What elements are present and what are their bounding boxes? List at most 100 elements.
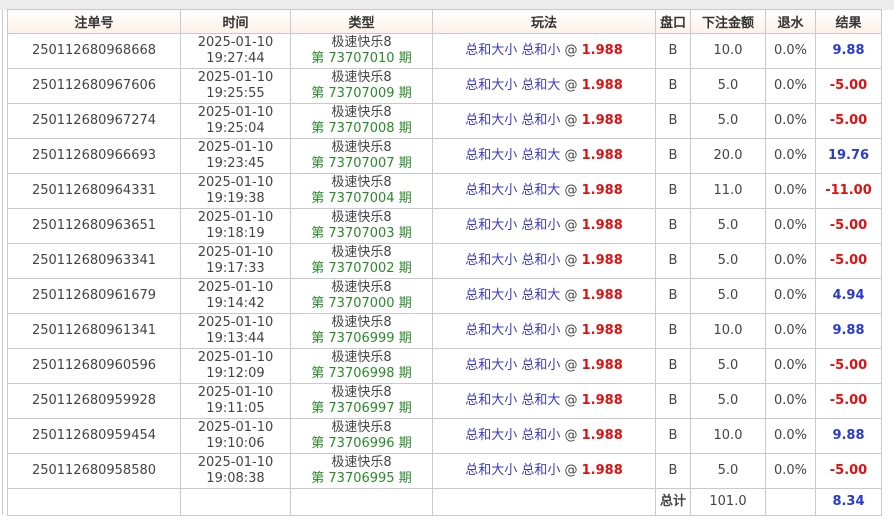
empty-cell	[290, 488, 433, 516]
period: 第 73706995 期	[311, 471, 412, 486]
play-cell: 总和大小 总和大 @ 1.988	[432, 68, 656, 104]
play-name: 总和大小 总和小	[465, 113, 561, 128]
amount: 5.0	[690, 453, 766, 489]
odds: 1.988	[581, 148, 623, 163]
play-cell: 总和大小 总和大 @ 1.988	[432, 278, 656, 314]
period: 第 73706999 期	[311, 331, 412, 346]
rebate: 0.0%	[765, 68, 816, 104]
bet-clock: 19:18:19	[206, 226, 265, 241]
bet-date: 2025-01-10	[197, 210, 274, 225]
bet-time: 2025-01-10 19:10:06	[180, 418, 291, 454]
period: 第 73707003 期	[311, 226, 412, 241]
odds: 1.988	[581, 113, 623, 128]
pan: B	[655, 173, 691, 209]
empty-cell	[765, 488, 816, 516]
order-id: 250112680961341	[7, 313, 181, 349]
header-col-order-id: 注单号	[7, 9, 181, 34]
game-name: 极速快乐8	[331, 455, 392, 470]
result: -11.00	[815, 173, 882, 209]
result: 4.94	[815, 278, 882, 314]
amount: 5.0	[690, 383, 766, 419]
pan: B	[655, 453, 691, 489]
game-type: 极速快乐8 第 73707000 期	[290, 278, 433, 314]
bet-time: 2025-01-10 19:19:38	[180, 173, 291, 209]
play-cell: 总和大小 总和小 @ 1.988	[432, 33, 656, 69]
period: 第 73707010 期	[311, 51, 412, 66]
bet-date: 2025-01-10	[197, 70, 274, 85]
bet-date: 2025-01-10	[197, 385, 274, 400]
game-name: 极速快乐8	[331, 105, 392, 120]
bet-clock: 19:19:38	[206, 191, 265, 206]
play-cell: 总和大小 总和大 @ 1.988	[432, 173, 656, 209]
result: 9.88	[815, 313, 882, 349]
game-name: 极速快乐8	[331, 315, 392, 330]
bet-clock: 19:08:38	[206, 471, 265, 486]
game-name: 极速快乐8	[331, 35, 392, 50]
header-col-rebate: 退水	[765, 9, 816, 34]
game-type: 极速快乐8 第 73707003 期	[290, 208, 433, 244]
result: -5.00	[815, 208, 882, 244]
header-col-result: 结果	[815, 9, 882, 34]
table-row: 250112680958580 2025-01-10 19:08:38 极速快乐8 第 …	[7, 453, 882, 489]
game-name: 极速快乐8	[331, 70, 392, 85]
rebate: 0.0%	[765, 173, 816, 209]
empty-cell	[7, 488, 181, 516]
period: 第 73706998 期	[311, 366, 412, 381]
amount: 10.0	[690, 418, 766, 454]
bet-date: 2025-01-10	[197, 315, 274, 330]
rebate: 0.0%	[765, 208, 816, 244]
pan: B	[655, 208, 691, 244]
game-type: 极速快乐8 第 73707004 期	[290, 173, 433, 209]
bet-date: 2025-01-10	[197, 420, 274, 435]
table-row: 250112680961341 2025-01-10 19:13:44 极速快乐8 第 …	[7, 313, 882, 349]
game-type: 极速快乐8 第 73706997 期	[290, 383, 433, 419]
game-name: 极速快乐8	[331, 420, 392, 435]
odds: 1.988	[581, 288, 623, 303]
odds: 1.988	[581, 183, 623, 198]
table-row: 250112680959928 2025-01-10 19:11:05 极速快乐8 第 …	[7, 383, 882, 419]
game-name: 极速快乐8	[331, 245, 392, 260]
odds: 1.988	[581, 323, 623, 338]
odds: 1.988	[581, 428, 623, 443]
table-row: 250112680964331 2025-01-10 19:19:38 极速快乐8 第 …	[7, 173, 882, 209]
table-row: 250112680963651 2025-01-10 19:18:19 极速快乐8 第 …	[7, 208, 882, 244]
game-type: 极速快乐8 第 73707010 期	[290, 33, 433, 69]
period: 第 73707000 期	[311, 296, 412, 311]
bet-clock: 19:25:04	[206, 121, 265, 136]
empty-cell	[180, 488, 291, 516]
pan: B	[655, 138, 691, 174]
game-type: 极速快乐8 第 73706996 期	[290, 418, 433, 454]
play-cell: 总和大小 总和小 @ 1.988	[432, 103, 656, 139]
play-cell: 总和大小 总和小 @ 1.988	[432, 348, 656, 384]
bet-clock: 19:13:44	[206, 331, 265, 346]
game-type: 极速快乐8 第 73706999 期	[290, 313, 433, 349]
game-name: 极速快乐8	[331, 210, 392, 225]
game-type: 极速快乐8 第 73707007 期	[290, 138, 433, 174]
result: 9.88	[815, 33, 882, 69]
bet-clock: 19:27:44	[206, 51, 265, 66]
rebate: 0.0%	[765, 313, 816, 349]
pan: B	[655, 68, 691, 104]
table-row: 250112680968668 2025-01-10 19:27:44 极速快乐8 第 …	[7, 33, 882, 69]
period: 第 73707002 期	[311, 261, 412, 276]
pan: B	[655, 418, 691, 454]
bet-records-table: 注单号 时间 类型 玩法 盘口 下注金额 退水 结果 250112680968668 2025-…	[7, 9, 882, 516]
order-id: 250112680961679	[7, 278, 181, 314]
result: -5.00	[815, 453, 882, 489]
pan: B	[655, 348, 691, 384]
header-col-amount: 下注金额	[690, 9, 766, 34]
result: -5.00	[815, 348, 882, 384]
bet-date: 2025-01-10	[197, 455, 274, 470]
result: 9.88	[815, 418, 882, 454]
game-name: 极速快乐8	[331, 280, 392, 295]
game-name: 极速快乐8	[331, 385, 392, 400]
play-cell: 总和大小 总和大 @ 1.988	[432, 383, 656, 419]
odds: 1.988	[581, 463, 623, 478]
rebate: 0.0%	[765, 33, 816, 69]
rebate: 0.0%	[765, 243, 816, 279]
odds: 1.988	[581, 78, 623, 93]
bet-clock: 19:10:06	[206, 436, 265, 451]
rebate: 0.0%	[765, 383, 816, 419]
order-id: 250112680959928	[7, 383, 181, 419]
game-type: 极速快乐8 第 73707002 期	[290, 243, 433, 279]
